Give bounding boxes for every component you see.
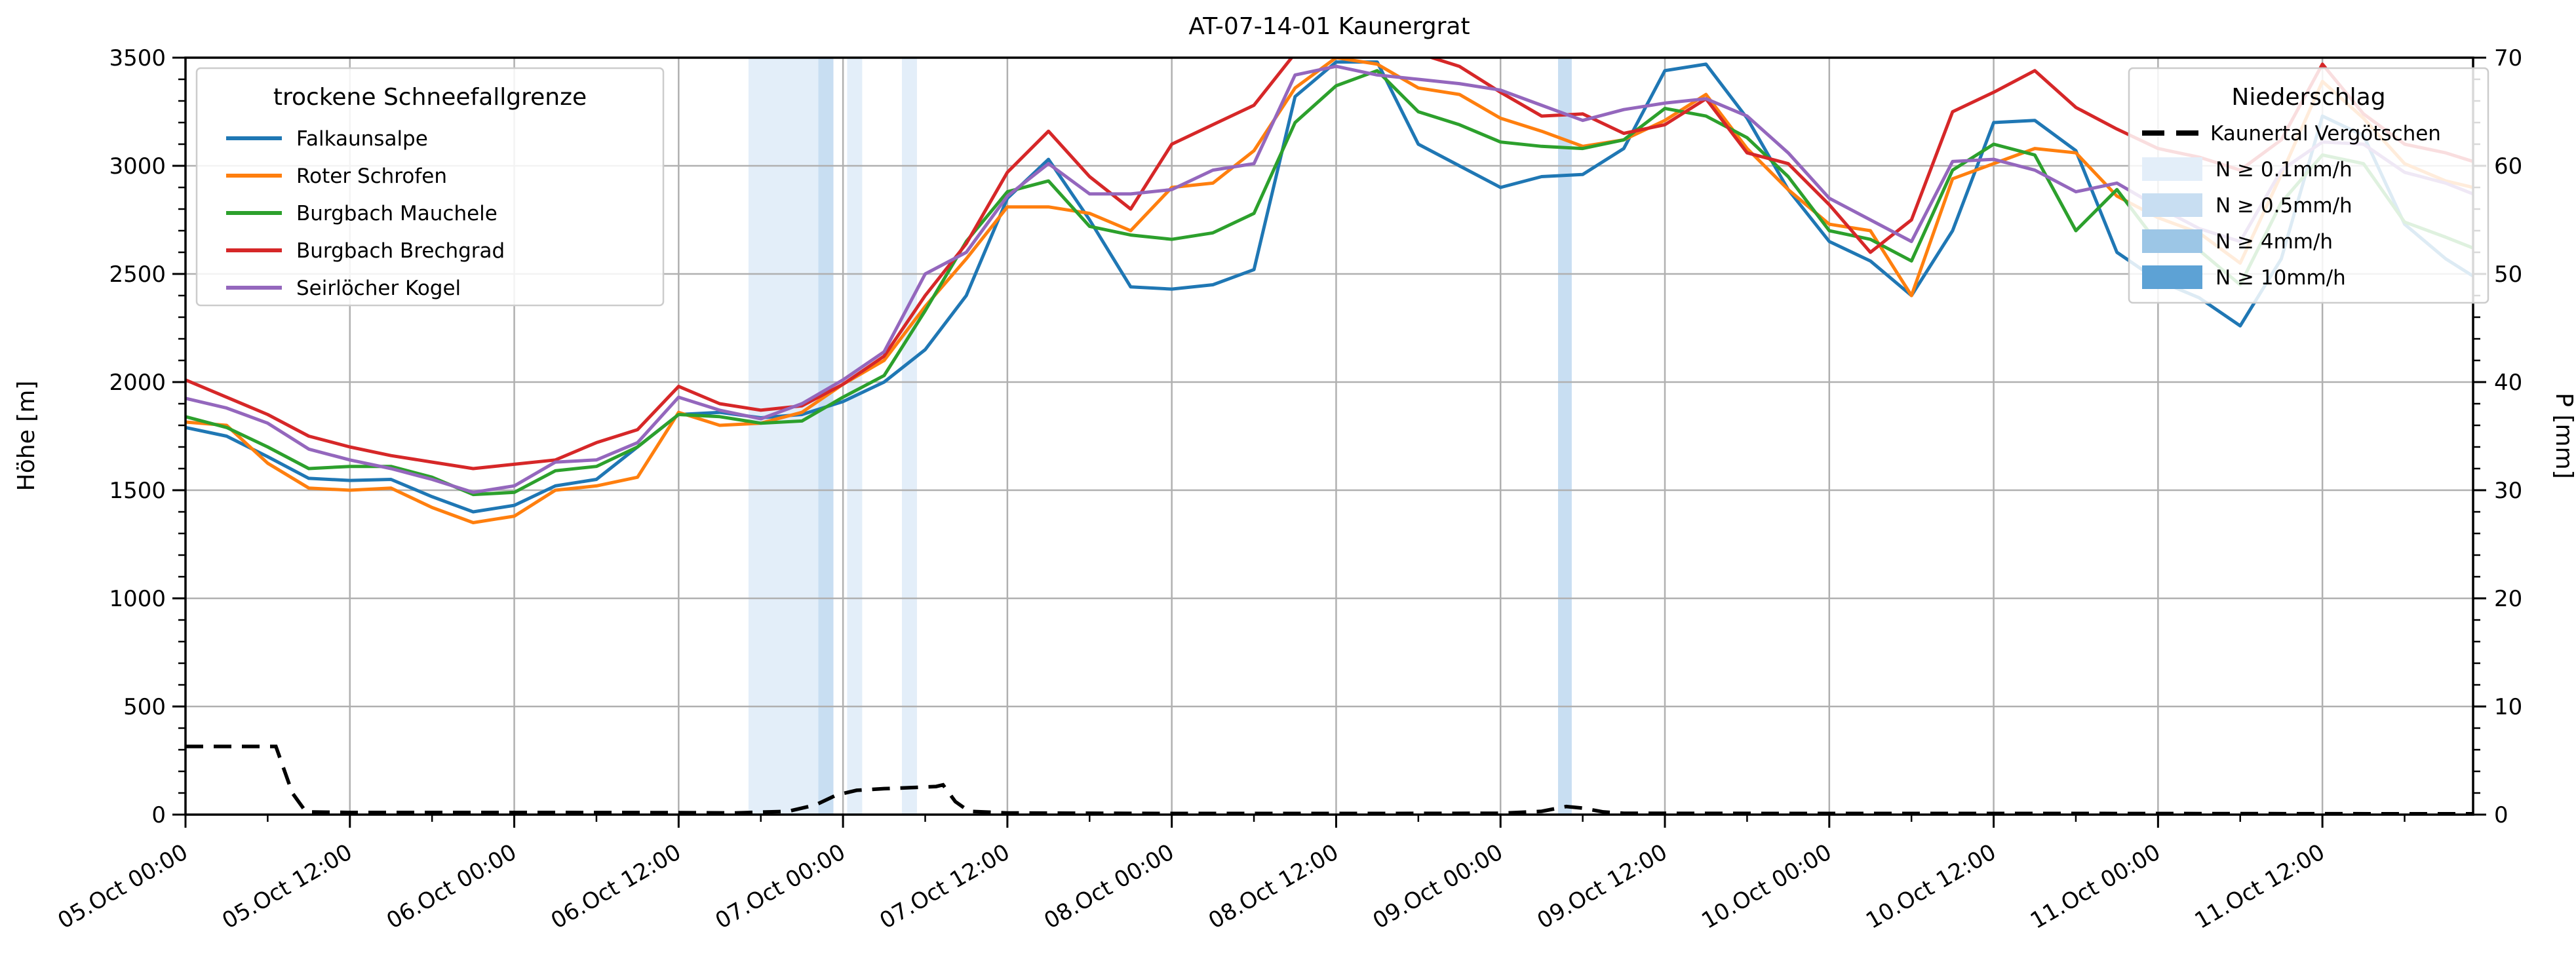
x-tick-label: 05.Oct 12:00	[218, 839, 357, 934]
y-left-tick-label: 1000	[109, 586, 166, 612]
legend-precip-box	[2128, 67, 2489, 304]
legend-item-label: Seirlöcher Kogel	[296, 277, 461, 300]
legend-band-swatch-n0.5	[2142, 193, 2202, 217]
legend-item-label: N ≥ 4mm/h	[2215, 230, 2333, 254]
legend-item-label: Falkaunsalpe	[296, 127, 428, 151]
y-left-tick-label: 3500	[109, 45, 166, 71]
legend-band-swatch-n4	[2142, 229, 2202, 253]
y-right-tick-label: 70	[2494, 45, 2522, 71]
plot-border	[184, 56, 2474, 816]
precip-band-n0.5	[1558, 58, 1572, 815]
x-tick-label: 06.Oct 12:00	[547, 839, 686, 934]
series-layer	[185, 58, 2473, 815]
series-line-seirl-cher-kogel	[185, 64, 2473, 494]
y-left-tick-label: 2500	[109, 261, 166, 288]
x-tick-label: 07.Oct 00:00	[711, 839, 850, 934]
y-right-tick-label: 10	[2494, 694, 2522, 720]
y-right-axis-title: P [mm]	[2550, 393, 2576, 478]
y-left-tick-label: 2000	[109, 370, 166, 396]
x-tick-label: 05.Oct 00:00	[54, 839, 193, 934]
precip-bands-layer	[748, 58, 1572, 815]
x-tick-label: 08.Oct 12:00	[1204, 839, 1343, 934]
precip-band-n0.1	[901, 58, 917, 815]
legend-snowline: trockene Schneefallgrenze Falkaunsalpe Rot…	[195, 67, 665, 307]
y-left-axis-title: Höhe [m]	[13, 381, 40, 492]
legend-item-label: Kaunertal Vergötschen	[2210, 122, 2441, 145]
series-line-falkaunsalpe	[185, 60, 2473, 514]
x-tick-label: 08.Oct 00:00	[1040, 839, 1179, 934]
precip-band-n0.1	[847, 58, 863, 815]
y-right-tick-label: 30	[2494, 478, 2522, 504]
legend-item-label: N ≥ 0.1mm/h	[2215, 158, 2352, 182]
axis-labels: Höhe [m] P [mm]	[13, 381, 2576, 492]
precip-band-n0.5	[818, 58, 834, 815]
legend-band-swatch-n10	[2142, 265, 2202, 289]
x-tick-label: 11.Oct 00:00	[2026, 839, 2165, 934]
precip-dashed-line	[185, 744, 2473, 815]
x-tick-label: 10.Oct 12:00	[1862, 839, 2000, 934]
x-tick-label: 07.Oct 12:00	[875, 839, 1014, 934]
y-right-tick-label: 60	[2494, 153, 2522, 180]
legends: trockene Schneefallgrenze Falkaunsalpe Rot…	[195, 67, 2489, 307]
y-left-tick-label: 1500	[109, 478, 166, 504]
x-tick-label: 09.Oct 00:00	[1369, 839, 1508, 934]
chart-title: AT-07-14-01 Kaunergrat	[1188, 13, 1470, 40]
y-left-tick-label: 3000	[109, 153, 166, 180]
series-line-burgbach-mauchele	[185, 69, 2473, 497]
legend-snowline-title: trockene Schneefallgrenze	[273, 84, 587, 111]
y-right-tick-label: 0	[2494, 802, 2508, 828]
x-tick-label: 10.Oct 00:00	[1697, 839, 1836, 934]
legend-precip: Niederschlag Kaunertal Vergötschen N ≥ 0.1…	[2128, 67, 2489, 304]
precip-band-n0.1	[748, 58, 819, 815]
series-line-roter-schrofen	[185, 58, 2473, 524]
legend-band-swatch-n0.1	[2142, 157, 2202, 181]
y-left-tick-label: 0	[151, 802, 166, 828]
legend-item-label: Roter Schrofen	[296, 164, 447, 188]
legend-snowline-box	[195, 67, 665, 307]
series-line-burgbach-brechgrad	[185, 58, 2473, 471]
x-tick-label: 06.Oct 00:00	[382, 839, 521, 934]
x-tick-label: 09.Oct 12:00	[1533, 839, 1672, 934]
y-left-tick-label: 500	[123, 694, 166, 720]
legend-item-label: Burgbach Brechgrad	[296, 239, 505, 263]
y-right-tick-label: 50	[2494, 261, 2522, 288]
y-right-tick-label: 40	[2494, 370, 2522, 396]
legend-item-label: Burgbach Mauchele	[296, 202, 498, 225]
legend-item-label: N ≥ 0.5mm/h	[2215, 194, 2352, 218]
legend-item-label: N ≥ 10mm/h	[2215, 266, 2346, 290]
axes-spines	[184, 56, 2474, 816]
legend-precip-title: Niederschlag	[2231, 84, 2385, 111]
y-right-tick-label: 20	[2494, 586, 2522, 612]
x-tick-label: 11.Oct 12:00	[2191, 839, 2330, 934]
